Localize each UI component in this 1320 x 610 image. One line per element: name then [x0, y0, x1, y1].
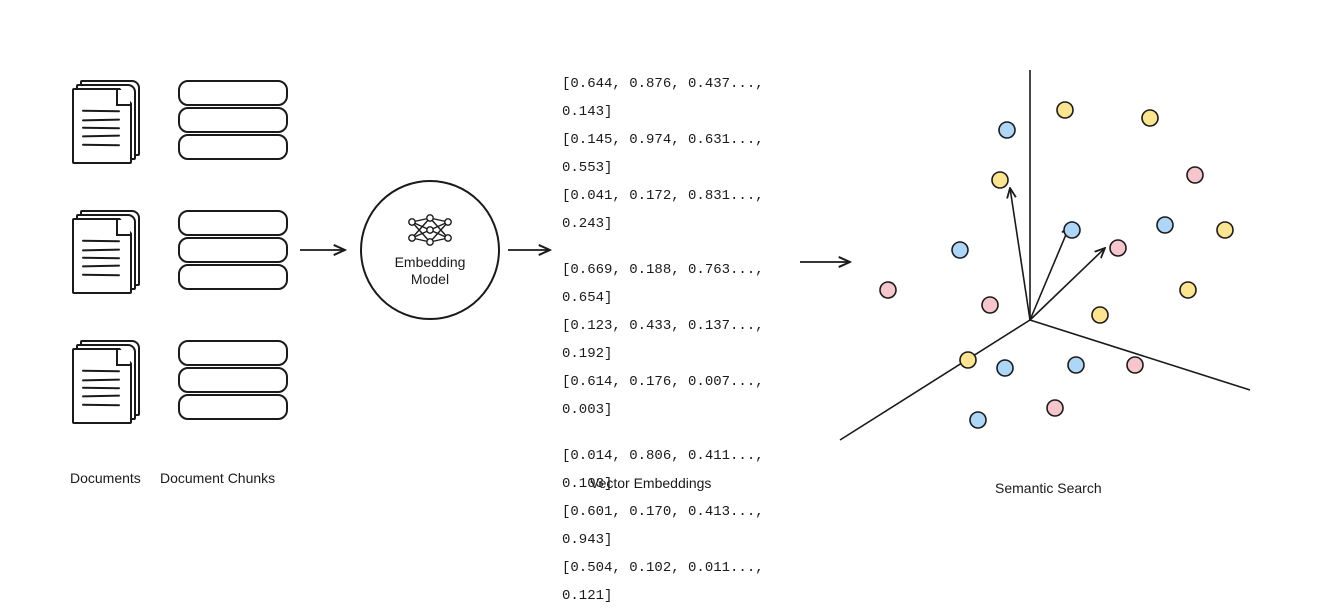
model-label-line2: Model [411, 271, 449, 287]
chunk [178, 367, 288, 393]
scatter-points [880, 102, 1233, 428]
chunk [178, 394, 288, 420]
vector-row: [0.123, 0.433, 0.137..., 0.192] [562, 312, 792, 368]
scatter-point [1110, 240, 1126, 256]
chunk [178, 237, 288, 263]
scatter-point [992, 172, 1008, 188]
vector-row: [0.644, 0.876, 0.437..., 0.143] [562, 70, 792, 126]
scatter-point [982, 297, 998, 313]
scatter-point [1057, 102, 1073, 118]
chunk [178, 107, 288, 133]
query-vector-arrows [1010, 188, 1105, 320]
scatter-axes [840, 70, 1250, 440]
model-label-line1: Embedding [395, 254, 466, 270]
vector-row: [0.504, 0.102, 0.011..., 0.121] [562, 554, 792, 610]
documents-label: Documents [70, 470, 141, 486]
chunk [178, 264, 288, 290]
scatter-point [1187, 167, 1203, 183]
scatter-point [1142, 110, 1158, 126]
embedding-model: Embedding Model [360, 180, 500, 320]
diagram-stage: Embedding Model [0.644, 0.876, 0.437...,… [0, 0, 1320, 564]
chunk-group [178, 340, 288, 420]
chunk [178, 80, 288, 106]
search-label: Semantic Search [995, 480, 1102, 496]
chunk [178, 210, 288, 236]
scatter-point [1217, 222, 1233, 238]
scatter-point [952, 242, 968, 258]
scatter-point [999, 122, 1015, 138]
chunk-group [178, 80, 288, 160]
chunk-group [178, 210, 288, 290]
scatter-point [1068, 357, 1084, 373]
document-stack [72, 80, 136, 160]
scatter-point [960, 352, 976, 368]
vector-row: [0.145, 0.974, 0.631..., 0.553] [562, 126, 792, 182]
scatter-point [1092, 307, 1108, 323]
chunks-label: Document Chunks [160, 470, 275, 486]
scatter-point [970, 412, 986, 428]
chunk [178, 340, 288, 366]
scatter-point [997, 360, 1013, 376]
neural-net-icon [404, 212, 456, 248]
vector-embeddings-list: [0.644, 0.876, 0.437..., 0.143] [0.145, … [562, 70, 792, 610]
scatter-point [1127, 357, 1143, 373]
document-stack [72, 340, 136, 420]
scatter-point [1064, 222, 1080, 238]
scatter-point [1180, 282, 1196, 298]
vector-row: [0.041, 0.172, 0.831..., 0.243] [562, 182, 792, 238]
vectors-label: Vector Embeddings [590, 475, 711, 491]
vector-row: [0.669, 0.188, 0.763..., 0.654] [562, 256, 792, 312]
chunk [178, 134, 288, 160]
document-stack [72, 210, 136, 290]
scatter-point [880, 282, 896, 298]
scatter-point [1047, 400, 1063, 416]
vector-row: [0.601, 0.170, 0.413..., 0.943] [562, 498, 792, 554]
vector-row: [0.614, 0.176, 0.007..., 0.003] [562, 368, 792, 424]
scatter-point [1157, 217, 1173, 233]
